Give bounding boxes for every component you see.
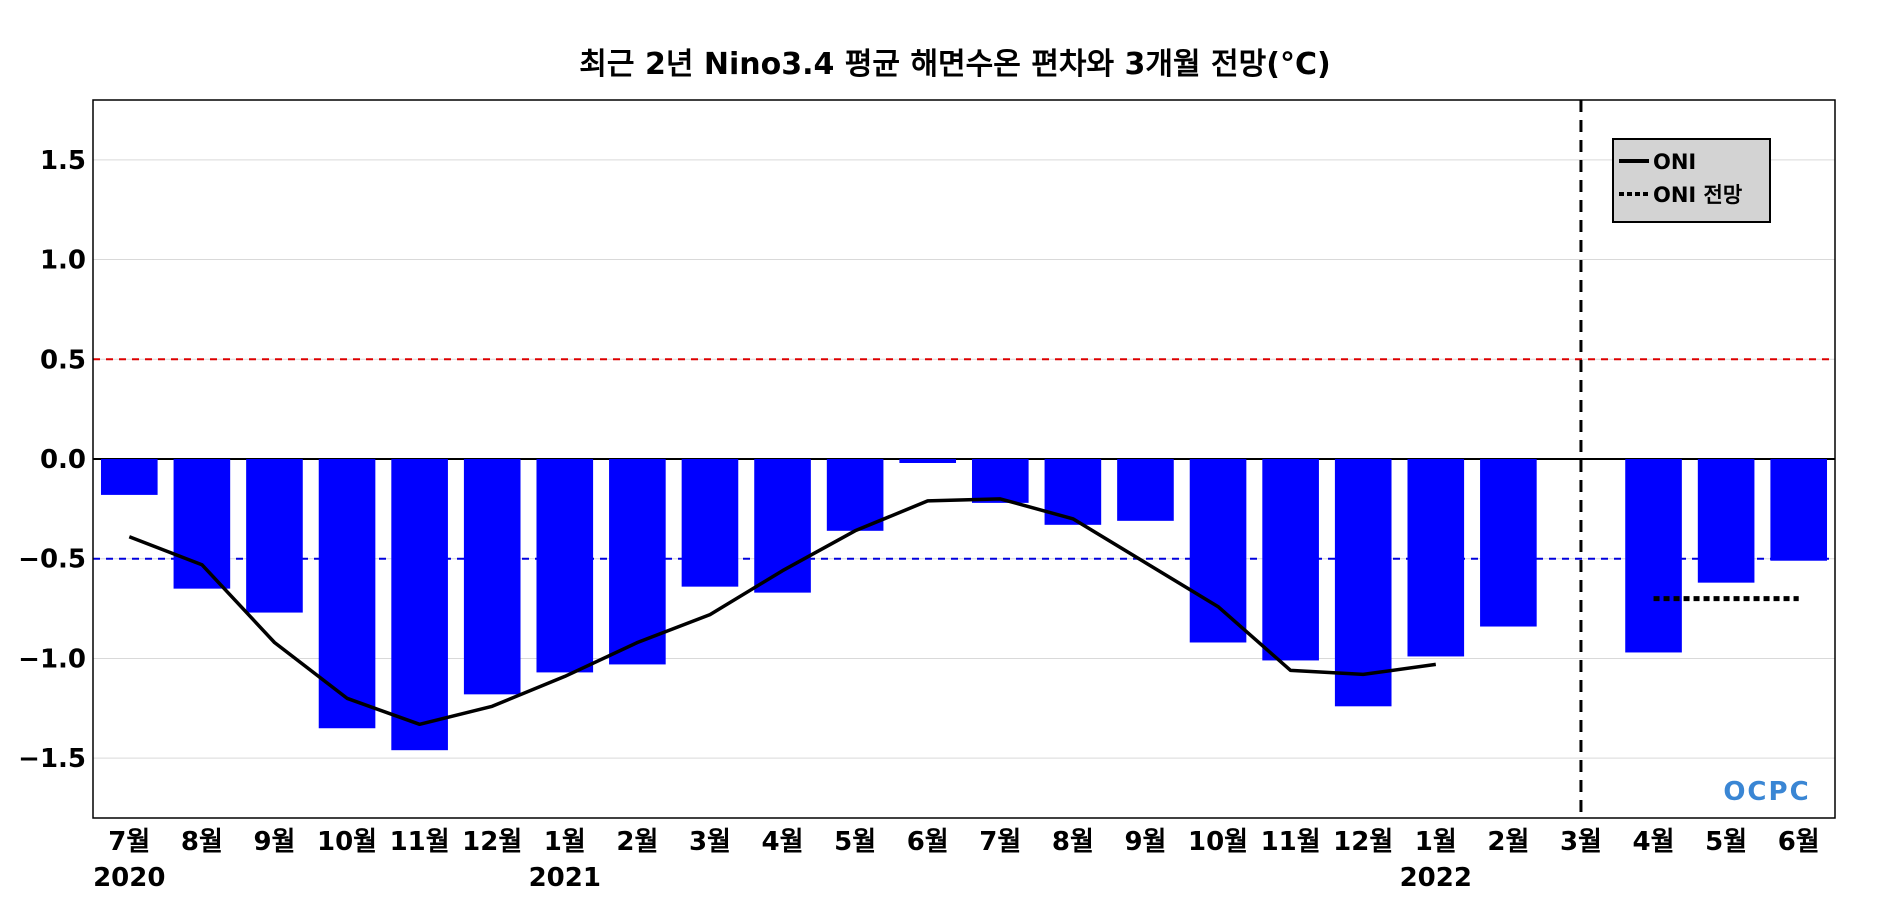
legend-label: ONI (1653, 150, 1696, 174)
anomaly-bar (1189, 459, 1247, 643)
y-tick-label: 0.0 (40, 445, 86, 475)
x-tick-label: 6월 (907, 827, 949, 857)
anomaly-bar (1117, 459, 1174, 521)
oni-line (128, 497, 1437, 727)
x-tick-label: 10월 (1188, 827, 1248, 857)
plot-frame (92, 99, 1836, 819)
y-tick-label: 1.0 (40, 246, 86, 276)
x-axis-ticks: 7월 8월 9월 10월 11월 12월 1월 2월 3월 4월 5월 6월 7월 8월 9월 10월 11월 1… (93, 827, 1820, 893)
anomaly-bar (100, 459, 158, 495)
x-tick-label: 3월 (1560, 827, 1602, 857)
anomaly-bar (536, 459, 594, 673)
anomaly-bar (391, 459, 448, 751)
x-tick-label: 12월 (1333, 827, 1393, 857)
anomaly-bar (318, 459, 376, 729)
x-tick-label: 4월 (762, 827, 804, 857)
legend: ONI ONI 전망 (1612, 138, 1771, 223)
y-tick-label: −1.0 (18, 644, 86, 674)
y-tick-label: −1.5 (18, 744, 86, 774)
anomaly-bar (609, 459, 666, 665)
x-tick-label: 7월 (979, 827, 1021, 857)
legend-label: ONI 전망 (1653, 183, 1742, 207)
year-label: 2020 (93, 863, 165, 893)
x-tick-label: 5월 (1705, 827, 1747, 857)
anomaly-bar (1770, 459, 1828, 561)
anomaly-bars (100, 459, 1828, 751)
x-tick-label: 12월 (462, 827, 522, 857)
anomaly-bar (463, 459, 521, 695)
x-tick-label: 3월 (689, 827, 731, 857)
y-axis-ticks: 1.5 1.0 0.5 0.0 −0.5 −1.0 −1.5 (18, 146, 86, 774)
x-tick-label: 2월 (1487, 827, 1529, 857)
anomaly-bar (681, 459, 739, 587)
anomaly-bar (173, 459, 231, 589)
x-tick-label: 9월 (253, 827, 295, 857)
x-tick-label: 6월 (1778, 827, 1820, 857)
x-tick-label: 1월 (1415, 827, 1457, 857)
reference-lines (93, 358, 1835, 560)
anomaly-bar (1625, 459, 1682, 653)
anomaly-bar (1697, 459, 1755, 583)
anomaly-bar (971, 459, 1029, 503)
year-label: 2021 (529, 863, 601, 893)
x-tick-label: 1월 (544, 827, 586, 857)
x-tick-label: 8월 (181, 827, 223, 857)
ocpc-logo: OCPC (1723, 777, 1810, 807)
x-tick-label: 9월 (1124, 827, 1166, 857)
y-tick-label: 1.5 (40, 146, 86, 176)
x-tick-label: 5월 (834, 827, 876, 857)
x-tick-label: 2월 (616, 827, 658, 857)
anomaly-bar (826, 459, 884, 531)
x-tick-label: 11월 (390, 827, 450, 857)
anomaly-bar (1334, 459, 1392, 707)
y-tick-label: −0.5 (18, 545, 86, 575)
y-tick-label: 0.5 (40, 345, 86, 375)
x-tick-label: 11월 (1261, 827, 1321, 857)
x-tick-label: 8월 (1052, 827, 1094, 857)
anomaly-bar (246, 459, 303, 613)
anomaly-bar (1262, 459, 1319, 661)
x-tick-label: 10월 (317, 827, 377, 857)
anomaly-bar (899, 459, 957, 463)
oni-lines (128, 497, 1799, 727)
anomaly-bar (1480, 459, 1537, 627)
ocpc-logo-text: OCPC (1723, 777, 1810, 807)
x-tick-label: 4월 (1633, 827, 1675, 857)
anomaly-bar (1407, 459, 1465, 657)
x-tick-label: 7월 (108, 827, 150, 857)
legend-box (1612, 138, 1771, 223)
year-label: 2022 (1400, 863, 1472, 893)
chart-title: 최근 2년 Nino3.4 평균 해면수온 편차와 3개월 전망(°C) (579, 47, 1330, 82)
